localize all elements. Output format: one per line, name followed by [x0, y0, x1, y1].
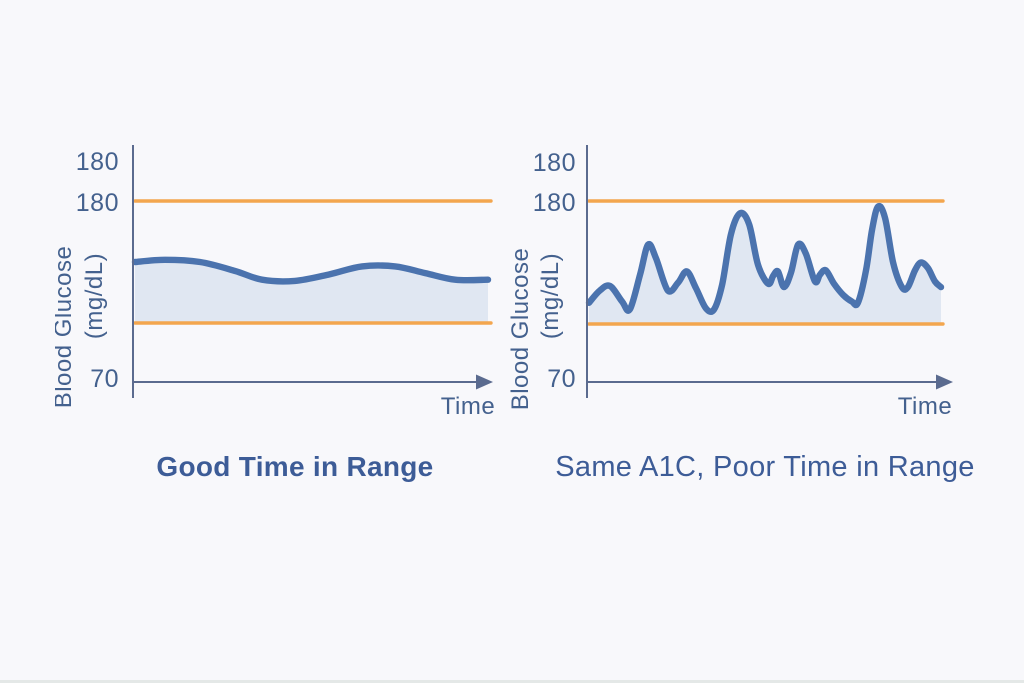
chart-good-time-in-range: 180 180 70 Blood Glucose (mg/dL) Time: [55, 140, 505, 430]
y-tick-180-range: 180: [76, 189, 119, 217]
y-tick-70: 70: [90, 365, 119, 393]
y-tick-180-range: 180: [533, 189, 576, 217]
x-axis-arrow-icon: [936, 374, 953, 390]
y-axis-title-line2: (mg/dL): [81, 253, 108, 339]
x-axis-title: Time: [441, 393, 495, 420]
x-axis-title: Time: [898, 393, 952, 420]
glucose-fill-area: [135, 259, 488, 323]
glucose-curve: [585, 202, 945, 315]
chart-title-good: Good Time in Range: [156, 451, 434, 482]
glucose-fill-area: [589, 206, 941, 324]
chart-poor-time-in-range: 180 180 70 Blood Glucose (mg/dL) Time: [505, 140, 965, 430]
y-axis-title-line1: Blood Glucose: [507, 248, 534, 411]
chart-plot-good: 180 180 70 Blood Glucose (mg/dL) Time: [55, 145, 495, 420]
y-axis-title-line1: Blood Glucose: [55, 246, 77, 409]
glucose-curve: [131, 256, 492, 285]
x-axis-arrow-icon: [476, 374, 493, 390]
y-tick-180-top: 180: [76, 148, 119, 176]
y-tick-180-top: 180: [533, 149, 576, 177]
chart-plot-poor: 180 180 70 Blood Glucose (mg/dL) Time: [507, 145, 953, 420]
chart-title-poor: Same A1C, Poor Time in Range: [555, 451, 975, 483]
bottom-edge-divider: [0, 680, 1024, 683]
y-tick-70: 70: [547, 365, 576, 393]
y-axis-title-line2: (mg/dL): [537, 253, 564, 339]
